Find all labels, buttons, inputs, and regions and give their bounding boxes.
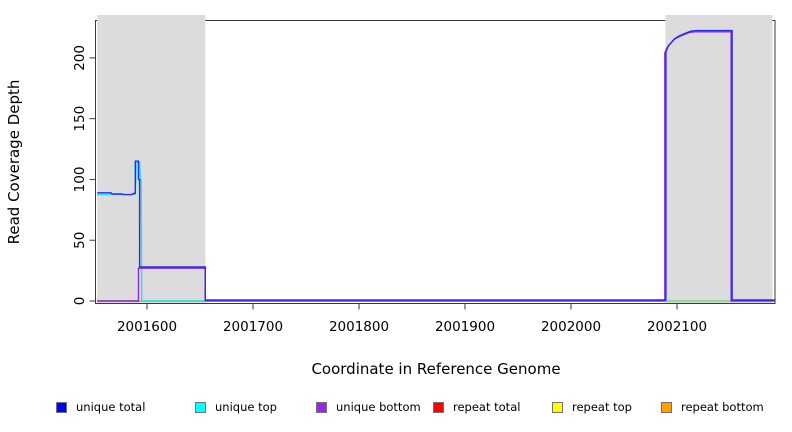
legend-item-repeat-total: repeat total	[433, 399, 521, 415]
legend-swatch-unique-total	[56, 401, 67, 413]
legend-swatch-repeat-bottom	[661, 401, 672, 413]
y-tick-label: 0	[72, 297, 88, 306]
y-tick-label: 150	[72, 106, 88, 132]
x-tick-label: 2001900	[435, 319, 495, 335]
legend-item-repeat-bottom: repeat bottom	[661, 399, 764, 415]
y-tick-label: 200	[72, 45, 88, 71]
plot-box	[95, 20, 776, 304]
legend-label: unique bottom	[336, 400, 421, 414]
x-tick-label: 2002000	[541, 319, 601, 335]
legend: unique total unique top unique bottom repea…	[0, 399, 792, 419]
legend-label: repeat bottom	[681, 400, 764, 414]
series-unique-total	[97, 29, 776, 301]
legend-label: repeat total	[453, 400, 521, 414]
series-unique-top	[97, 161, 206, 302]
legend-item-unique-total: unique total	[56, 399, 146, 415]
x-tick-label: 2002100	[647, 319, 707, 335]
x-tick-label: 2001800	[329, 319, 389, 335]
legend-swatch-unique-top	[195, 401, 206, 413]
y-axis-title: Read Coverage Depth	[5, 79, 23, 245]
legend-swatch-unique-bottom	[316, 401, 327, 413]
legend-label: repeat top	[572, 400, 632, 414]
legend-label: unique top	[215, 400, 277, 414]
legend-swatch-repeat-total	[433, 401, 444, 413]
legend-swatch-repeat-top	[552, 401, 563, 413]
legend-item-unique-top: unique top	[195, 399, 277, 415]
y-tick-label: 50	[72, 232, 88, 249]
y-tick-label: 100	[72, 167, 88, 193]
legend-item-repeat-top: repeat top	[552, 399, 632, 415]
legend-label: unique total	[76, 400, 146, 414]
x-axis-title: Coordinate in Reference Genome	[311, 360, 561, 378]
right-repeat-region	[665, 15, 773, 303]
legend-item-unique-bottom: unique bottom	[316, 399, 421, 415]
x-tick-label: 2001600	[117, 319, 177, 335]
x-tick-label: 2001700	[223, 319, 283, 335]
left-repeat-region	[97, 15, 206, 303]
